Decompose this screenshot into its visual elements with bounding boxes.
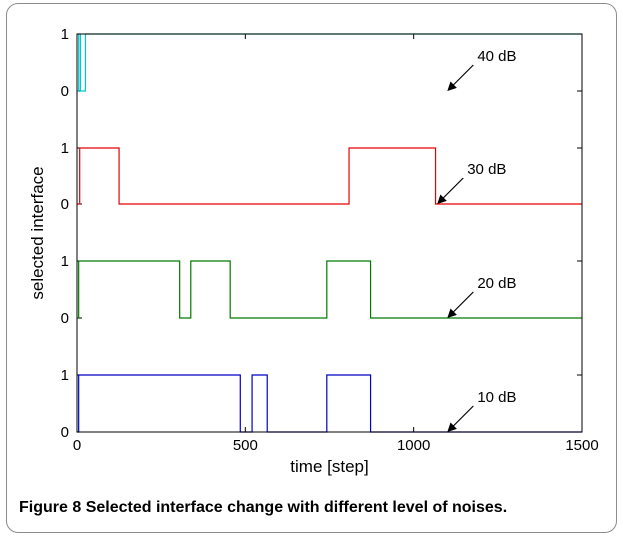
x-tick-label: 1000	[397, 437, 430, 454]
annotation-arrowhead	[447, 422, 457, 432]
y-tick-label: 0	[61, 83, 69, 100]
y-tick-label: 0	[61, 310, 69, 327]
series-line	[77, 33, 582, 92]
x-axis-label: time [step]	[290, 457, 368, 476]
annotation-arrowhead	[447, 308, 457, 318]
annotation-arrowhead	[447, 81, 457, 91]
annotation-arrowhead	[437, 194, 447, 204]
series-line	[77, 260, 582, 319]
series-annotation: 40 dB	[477, 48, 516, 65]
figure-caption: Figure 8 Selected interface change with …	[19, 499, 619, 517]
y-tick-label: 1	[61, 140, 69, 157]
y-tick-label: 0	[61, 424, 69, 441]
y-tick-label: 1	[61, 253, 69, 270]
series-annotation: 20 dB	[477, 275, 516, 292]
series-annotation: 10 dB	[477, 389, 516, 406]
y-tick-label: 1	[61, 26, 69, 43]
y-tick-label: 0	[61, 196, 69, 213]
y-axis-label: selected interface	[28, 166, 47, 299]
caption-text: Selected interface change with different…	[85, 499, 508, 516]
series-annotation: 30 dB	[467, 161, 506, 178]
series-line	[77, 374, 582, 433]
plot-frame	[76, 33, 583, 433]
x-tick-label: 500	[233, 437, 258, 454]
figure-frame	[6, 3, 617, 533]
caption-label: Figure 8	[19, 499, 82, 516]
x-tick-label: 0	[73, 437, 81, 454]
y-tick-label: 1	[61, 367, 69, 384]
series-line	[77, 147, 582, 205]
x-tick-label: 1500	[565, 437, 598, 454]
